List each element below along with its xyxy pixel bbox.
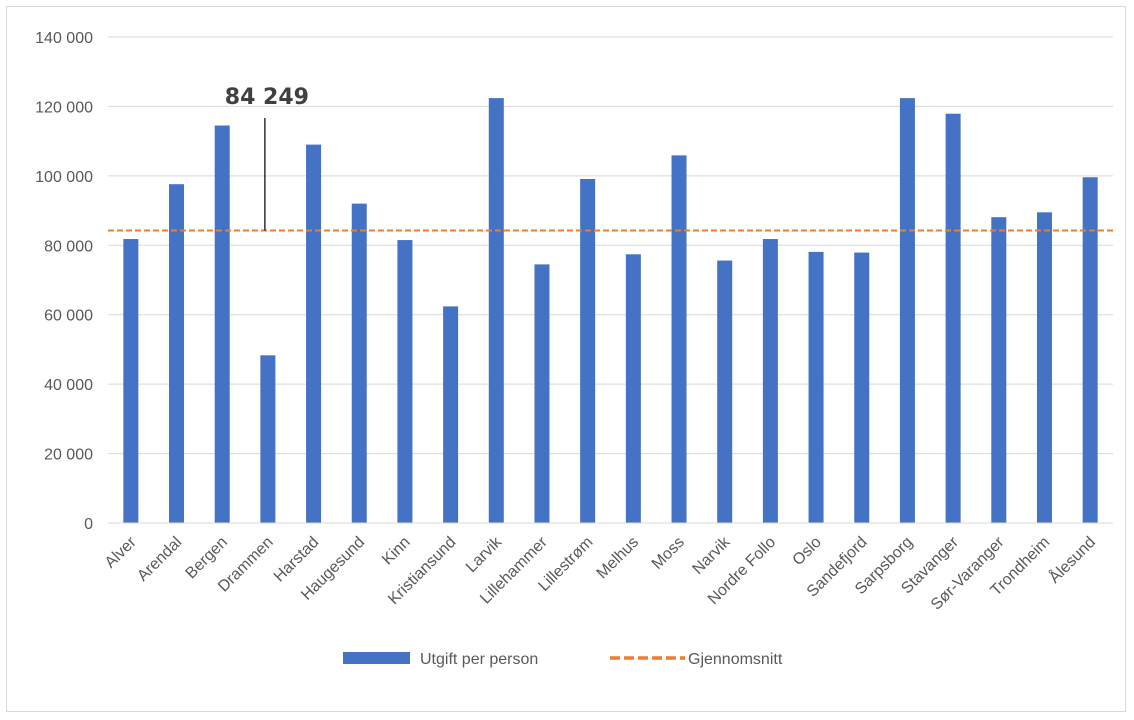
category-label: Melhus xyxy=(594,534,642,582)
category-label: Larvik xyxy=(463,533,506,576)
bar-bergen xyxy=(214,125,230,524)
y-tick-label: 0 xyxy=(84,516,93,533)
legend-label-bar: Utgift per person xyxy=(420,651,538,668)
category-label: Alver xyxy=(102,533,140,571)
average-value-label: 84 249 xyxy=(225,85,309,110)
bar-sør-varanger xyxy=(991,217,1007,523)
bar-ålesund xyxy=(1082,177,1098,523)
bar-haugesund xyxy=(351,203,367,523)
y-tick-label: 100 000 xyxy=(35,169,93,186)
y-tick-label: 20 000 xyxy=(44,447,93,464)
category-label: Arendal xyxy=(134,534,185,585)
y-tick-label: 140 000 xyxy=(35,30,93,47)
bar-nordre-follo xyxy=(762,239,778,523)
bar-sandefjord xyxy=(854,252,870,523)
category-label: Kinn xyxy=(379,534,414,569)
bar-melhus xyxy=(625,254,641,523)
bar-trondheim xyxy=(1036,212,1052,524)
bar-drammen xyxy=(260,355,276,523)
category-label: Narvik xyxy=(689,533,734,578)
bar-stavanger xyxy=(945,113,961,524)
y-axis-ticks: 0 20 000 40 000 60 000 80 000 100 000 120 000 1… xyxy=(35,30,93,533)
bar-arendal xyxy=(169,184,185,523)
bar-harstad xyxy=(306,144,322,523)
bars xyxy=(123,98,1098,524)
bar-larvik xyxy=(488,98,504,524)
category-label: Moss xyxy=(649,534,688,573)
y-tick-label: 120 000 xyxy=(35,99,93,116)
x-axis-category-labels: AlverArendalBergenDrammenHarstadHaugesun… xyxy=(102,532,1099,613)
category-label: Ålesund xyxy=(1045,532,1099,586)
bar-kinn xyxy=(397,240,413,524)
category-label: Oslo xyxy=(790,534,825,569)
bar-sarpsborg xyxy=(899,98,915,524)
bar-lillestrøm xyxy=(580,178,596,523)
bar-alver xyxy=(123,239,139,523)
y-tick-label: 60 000 xyxy=(44,308,93,325)
legend-swatch-bar xyxy=(343,652,410,664)
y-tick-label: 80 000 xyxy=(44,238,93,255)
chart-frame xyxy=(6,6,1126,712)
legend-label-line: Gjennomsnitt xyxy=(688,651,783,668)
legend: Utgift per person Gjennomsnitt xyxy=(343,651,783,668)
bar-lillehammer xyxy=(534,264,550,523)
gridlines xyxy=(108,36,1113,455)
y-tick-label: 40 000 xyxy=(44,377,93,394)
bar-moss xyxy=(671,155,687,523)
bar-narvik xyxy=(717,260,733,523)
bar-kristiansund xyxy=(443,306,459,523)
average-line-group: 84 249 xyxy=(108,85,1113,232)
bar-oslo xyxy=(808,251,824,524)
